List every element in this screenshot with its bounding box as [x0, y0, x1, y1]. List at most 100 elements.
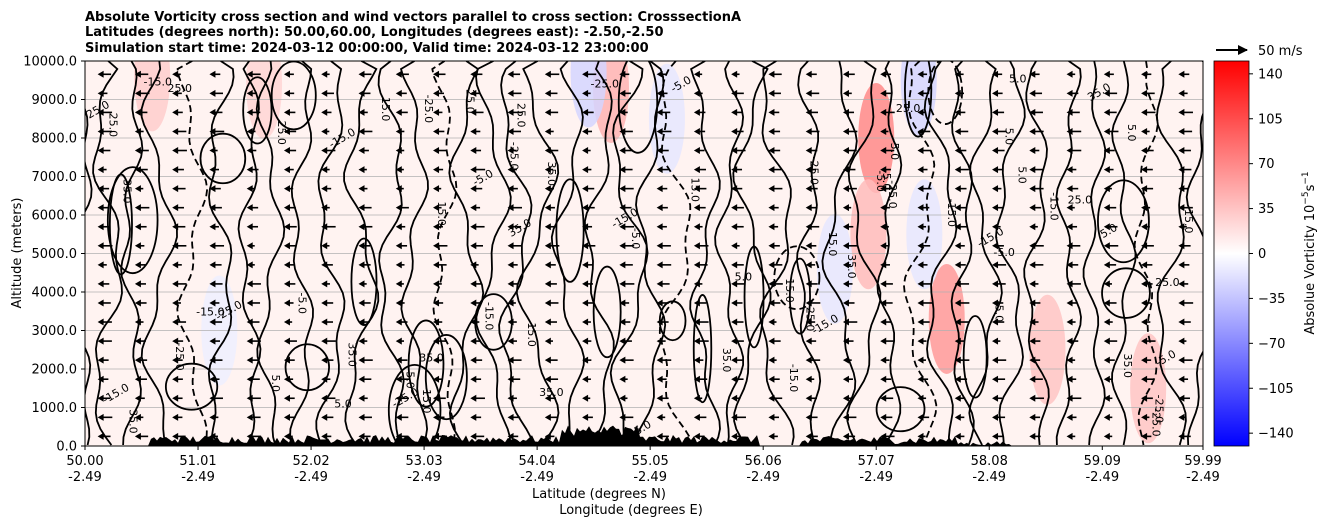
wind-vector [134, 337, 146, 345]
contour-line [846, 61, 882, 446]
colorbar-tick-label: 70 [1258, 157, 1275, 172]
wind-vector [470, 108, 484, 116]
wind-vector [693, 147, 705, 155]
wind-vector [283, 394, 295, 402]
wind-vector [582, 185, 595, 193]
wind-vector [768, 337, 781, 345]
wind-vector [1103, 70, 1114, 78]
contour-label: 5.0 [1003, 128, 1016, 146]
wind-vector [842, 432, 856, 440]
wind-vector [470, 242, 483, 250]
wind-vector [433, 356, 442, 364]
wind-vector [433, 223, 443, 231]
wind-vector [582, 204, 595, 212]
chart-title-line-1: Absolute Vorticity cross section and win… [85, 10, 741, 25]
wind-vector [842, 185, 857, 193]
wind-vector [842, 299, 855, 307]
colorbar-tick-label: 0 [1258, 247, 1266, 262]
wind-vector [693, 223, 703, 231]
wind-vector [395, 108, 408, 116]
wind-vector [358, 127, 373, 135]
wind-vector [1141, 356, 1152, 364]
wind-vector [582, 337, 592, 345]
wind-vector [693, 70, 703, 78]
contour-label: 35.0 [845, 254, 858, 279]
wind-vector [172, 204, 184, 212]
wind-vector [134, 413, 144, 421]
contour-line [85, 107, 93, 446]
vorticity-cell [928, 263, 965, 374]
wind-vector [805, 394, 817, 402]
contour-label: -25.0 [804, 303, 817, 331]
wind-vector [917, 261, 928, 269]
wind-vector [880, 280, 893, 288]
wind-vector [172, 147, 187, 155]
wind-vector [992, 70, 1003, 78]
wind-vector [134, 147, 149, 155]
contour-label: -15.0 [483, 302, 496, 330]
wind-vector [805, 242, 817, 250]
wind-vector [656, 432, 669, 440]
wind-vector [1029, 204, 1042, 212]
wind-vector [433, 280, 442, 288]
wind-vector [619, 242, 635, 250]
wind-vector [582, 356, 592, 364]
wind-vector [172, 127, 187, 135]
wind-vector [395, 261, 405, 269]
wind-vector [1066, 70, 1076, 78]
wind-vector [731, 166, 743, 174]
wind-vector [731, 394, 741, 402]
wind-vector [246, 261, 255, 269]
wind-vector [470, 337, 481, 345]
colorbar [1213, 60, 1250, 447]
wind-vector [283, 299, 294, 307]
wind-vector [209, 261, 222, 269]
wind-vector [1029, 147, 1040, 155]
contour-line [289, 61, 314, 446]
wind-vector [283, 223, 297, 231]
wind-vector [768, 166, 782, 174]
wind-vector [395, 147, 405, 155]
contour-label: 25.0 [1155, 276, 1180, 289]
contour-label: 25.0 [168, 82, 193, 95]
wind-vector [656, 318, 669, 326]
wind-vector [619, 337, 632, 345]
wind-vector [693, 108, 706, 116]
wind-vector [358, 261, 371, 269]
wind-vector [1178, 375, 1189, 383]
wind-vector [544, 127, 554, 135]
wind-vector [209, 108, 223, 116]
x-axis: 50.00-2.4951.01-2.4952.02-2.4953.03-2.49… [66, 446, 1222, 485]
wind-vector [1066, 356, 1076, 364]
wind-vector [805, 432, 818, 440]
wind-vector [619, 413, 634, 421]
x-tick-label-lon: -2.49 [407, 470, 441, 485]
wind-vector [880, 413, 893, 421]
wind-vector [731, 375, 744, 383]
wind-vector [1066, 299, 1077, 307]
wind-vector [842, 147, 857, 155]
contour-label: -25.0 [590, 78, 618, 91]
wind-vector [1066, 432, 1076, 440]
wind-vector [1029, 413, 1041, 421]
wind-vector [1178, 413, 1187, 421]
colorbar-tick-label: 140 [1258, 67, 1283, 82]
wind-vector [283, 89, 295, 97]
contour-label: 35.0 [1121, 353, 1134, 378]
wind-vector [246, 70, 261, 78]
wind-vector [1141, 89, 1155, 97]
y-tick-label: 5000.0 [32, 247, 78, 262]
wind-vector [954, 127, 969, 135]
wind-vector [544, 299, 559, 307]
wind-vector [992, 356, 1007, 364]
wind-vector [507, 261, 518, 269]
contour-label: 5.0 [735, 271, 753, 284]
wind-vector [1141, 432, 1152, 440]
wind-vector [507, 375, 521, 383]
contour-label: 5.0 [1016, 166, 1029, 184]
wind-vector [209, 280, 223, 288]
wind-vector [1066, 147, 1082, 155]
wind-vector [693, 89, 703, 97]
wind-vector [842, 318, 858, 326]
wind-vector [656, 185, 668, 193]
